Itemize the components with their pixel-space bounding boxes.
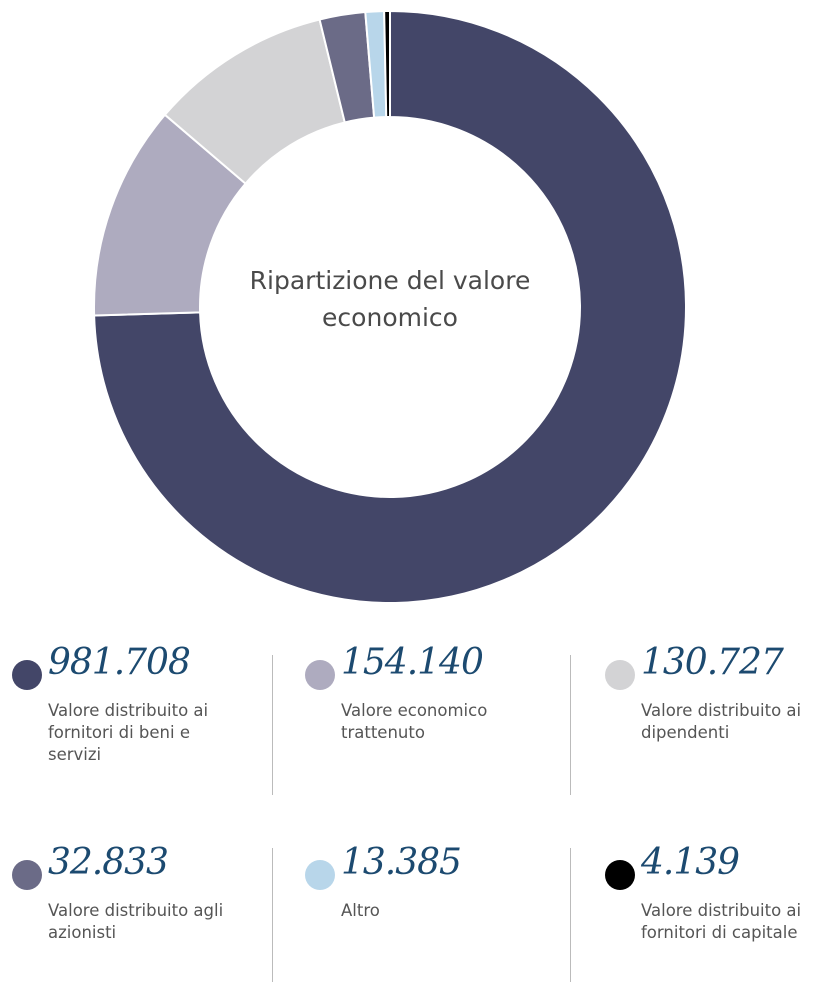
divider xyxy=(272,848,273,982)
legend-label: Valore distribuito agli azionisti xyxy=(48,901,224,942)
value-label: 32.833 xyxy=(48,842,169,883)
value-label: 13.385 xyxy=(341,842,462,883)
legend-swatch xyxy=(305,660,335,690)
legend-swatch xyxy=(305,860,335,890)
value-label: 981.708 xyxy=(48,642,191,683)
legend-label: Valore distribuito ai dipendenti xyxy=(641,701,802,742)
legend-swatch xyxy=(605,660,635,690)
value-label: 154.140 xyxy=(341,642,484,683)
legend-label: Valore distribuito ai fornitori di capit… xyxy=(641,901,802,942)
value-label: 4.139 xyxy=(641,842,740,883)
legend-label: Valore distribuito ai fornitori di beni … xyxy=(48,701,209,764)
divider xyxy=(272,655,273,795)
legend-label: Valore economico trattenuto xyxy=(341,701,488,742)
donut-segment xyxy=(383,9,391,119)
value-label: 130.727 xyxy=(641,642,784,683)
legend-swatch xyxy=(605,860,635,890)
legend-swatch xyxy=(12,860,42,890)
divider xyxy=(570,655,571,795)
chart-title: Ripartizione del valore economico xyxy=(249,266,531,332)
legend-swatch xyxy=(12,660,42,690)
legend-label: Altro xyxy=(341,901,380,920)
divider xyxy=(570,848,571,982)
donut-segment xyxy=(93,9,687,604)
donut-chart xyxy=(93,9,687,604)
